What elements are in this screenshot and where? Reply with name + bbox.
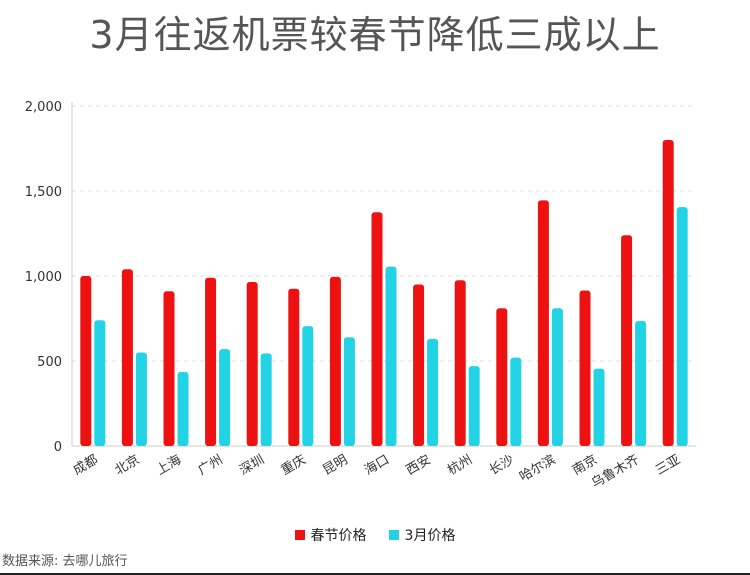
bar-spring[interactable] [454, 280, 466, 446]
legend-item-march[interactable]: 3月价格 [388, 525, 456, 545]
bar-spring[interactable] [537, 200, 549, 446]
y-tick-label: 1,000 [25, 270, 62, 285]
x-tick-label: 昆明 [320, 452, 350, 478]
bar-march[interactable] [260, 353, 272, 446]
bar-spring[interactable] [205, 277, 217, 446]
x-tick-label: 北京 [112, 452, 142, 478]
bar-march[interactable] [593, 368, 605, 446]
bar-spring[interactable] [329, 276, 341, 446]
legend-label-march: 3月价格 [404, 528, 456, 544]
bar-chart: 0 500 1,000 1,500 2,000 成都 北京 上海 广州 深圳 重庆 昆明 海口 西安 杭州长… [25, 100, 696, 492]
bar-spring[interactable] [413, 284, 425, 447]
source-note: 数据来源: 去哪儿旅行 [2, 554, 128, 569]
bar-march[interactable] [427, 338, 439, 446]
bar-spring[interactable] [621, 235, 633, 446]
bar-march[interactable] [635, 321, 647, 446]
bar-march[interactable] [219, 349, 231, 446]
bar-spring[interactable] [579, 290, 591, 446]
bar-spring[interactable] [662, 140, 674, 446]
bar-spring[interactable] [163, 291, 175, 446]
x-tick-label: 上海 [154, 452, 184, 478]
x-tick-label: 海口 [362, 452, 392, 478]
x-tick-label: 成都 [71, 452, 101, 478]
bar-spring[interactable] [496, 308, 508, 446]
x-tick-label: 三亚 [653, 452, 683, 478]
bar-spring[interactable] [246, 281, 258, 446]
x-tick-label: 杭州 [445, 452, 475, 478]
y-tick-label: 0 [54, 440, 62, 455]
x-tick-label: 乌鲁木齐 [589, 452, 642, 492]
bar-march[interactable] [385, 266, 397, 446]
axes [71, 102, 696, 447]
bar-march[interactable] [302, 326, 314, 446]
bar-march[interactable] [135, 352, 147, 447]
legend-swatch-spring [294, 530, 305, 540]
bar-march[interactable] [510, 357, 522, 446]
x-tick-label: 深圳 [237, 452, 267, 478]
bar-march[interactable] [468, 366, 480, 446]
bar-march[interactable] [551, 308, 563, 446]
x-tick-label: 哈尔滨 [517, 452, 559, 485]
x-tick-label: 广州 [196, 452, 226, 478]
x-tick-label: 重庆 [278, 452, 309, 479]
chart-title: 3月往返机票较春节降低三成以上 [89, 13, 661, 57]
bar-spring[interactable] [80, 276, 92, 446]
bar-march[interactable] [676, 207, 688, 446]
bottom-rule [0, 573, 750, 575]
x-tick-label: 长沙 [487, 452, 517, 478]
bar-march[interactable] [94, 320, 106, 446]
legend-label-spring: 春节价格 [310, 528, 367, 544]
y-tick-label: 2,000 [25, 100, 62, 115]
bar-spring[interactable] [121, 269, 133, 446]
legend: 春节价格 3月价格 [0, 525, 750, 545]
legend-item-spring[interactable]: 春节价格 [294, 525, 367, 545]
legend-swatch-march [388, 530, 399, 540]
bar-spring[interactable] [371, 212, 383, 446]
bar-march[interactable] [177, 372, 189, 446]
x-tick-label: 西安 [404, 452, 434, 478]
gridlines [72, 105, 696, 362]
bar-spring[interactable] [288, 288, 300, 446]
bar-march[interactable] [343, 337, 355, 446]
y-tick-label: 1,500 [25, 185, 62, 200]
y-tick-label: 500 [37, 355, 62, 370]
bars [80, 140, 688, 447]
